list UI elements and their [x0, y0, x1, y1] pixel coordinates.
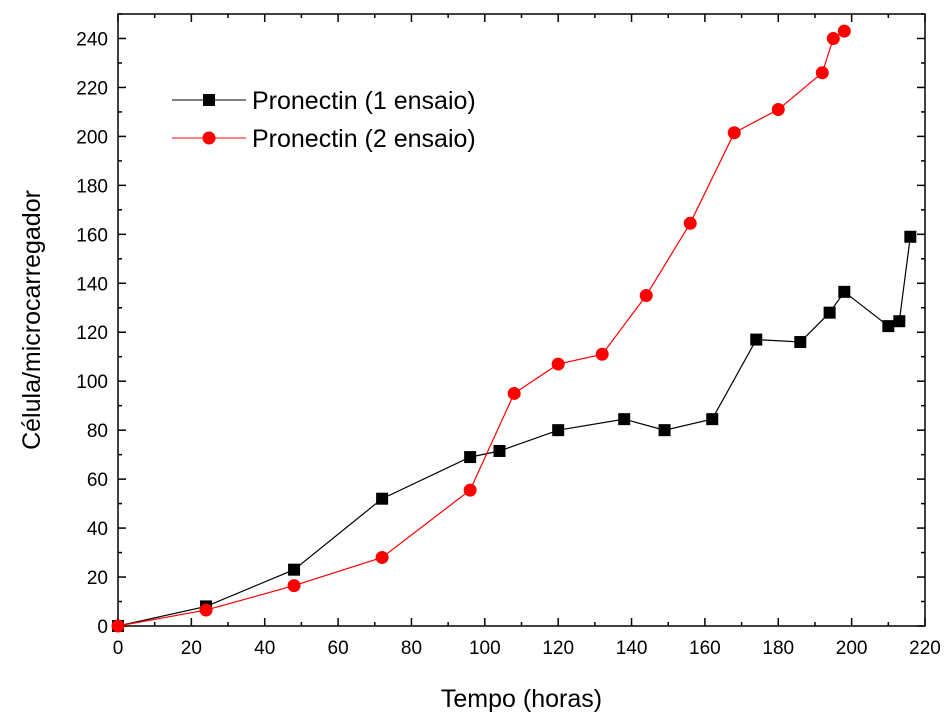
data-point	[794, 336, 807, 349]
y-tick-label: 40	[87, 519, 108, 540]
y-tick-label: 80	[87, 421, 108, 442]
y-axis-tick-labels: 0 20 40 60 80 100 120 140 160 180 200 220 240	[76, 29, 108, 638]
x-axis-tick-labels: 0 20 40 60 80 100 120 140 160 180 200 220	[113, 638, 941, 659]
x-axis-title: Tempo (horas)	[441, 685, 602, 713]
y-tick-label: 140	[76, 274, 108, 295]
data-point	[639, 289, 653, 303]
data-point	[683, 216, 697, 230]
data-point	[823, 306, 836, 319]
data-point	[727, 126, 741, 140]
legend-label-series-2: Pronectin (2 ensaio)	[252, 125, 476, 153]
x-tick-label: 60	[328, 638, 349, 659]
x-tick-label: 140	[616, 638, 648, 659]
y-tick-label: 100	[76, 372, 108, 393]
data-point	[826, 31, 840, 45]
x-axis-ticks	[117, 14, 926, 626]
y-tick-label: 0	[97, 617, 108, 638]
data-point	[507, 386, 521, 400]
x-tick-label: 120	[542, 638, 574, 659]
y-tick-label: 60	[87, 470, 108, 491]
data-point	[463, 483, 477, 497]
y-axis-title: Célula/microcarregador	[18, 190, 46, 450]
data-point	[658, 424, 671, 437]
data-point	[464, 451, 477, 464]
data-point	[882, 320, 895, 333]
x-tick-label: 0	[113, 638, 124, 659]
y-tick-label: 240	[76, 29, 108, 50]
data-point	[199, 603, 213, 617]
data-point	[595, 347, 609, 361]
y-tick-label: 200	[76, 127, 108, 148]
x-tick-label: 200	[836, 638, 868, 659]
x-tick-label: 220	[909, 638, 941, 659]
x-tick-label: 180	[762, 638, 794, 659]
data-point	[815, 66, 829, 80]
data-point	[551, 357, 565, 371]
legend-label-series-1: Pronectin (1 ensaio)	[252, 87, 476, 115]
data-point	[893, 315, 906, 328]
x-tick-label: 20	[181, 638, 202, 659]
data-point	[771, 102, 785, 116]
legend: Pronectin (1 ensaio) Pronectin (2 ensaio…	[172, 87, 476, 153]
data-point	[618, 413, 631, 426]
data-point	[287, 579, 301, 593]
data-point	[837, 24, 851, 38]
x-tick-label: 160	[689, 638, 721, 659]
data-point	[493, 444, 506, 457]
data-point	[375, 550, 389, 564]
legend-marker-series-1	[203, 94, 215, 106]
series-group	[111, 24, 917, 633]
data-point	[552, 424, 565, 437]
data-point	[838, 285, 851, 298]
data-point	[111, 619, 125, 633]
x-tick-label: 40	[254, 638, 275, 659]
y-tick-label: 120	[76, 323, 108, 344]
series-2	[111, 24, 851, 633]
legend-marker-series-2	[202, 131, 216, 145]
data-point	[750, 333, 763, 346]
y-tick-label: 160	[76, 225, 108, 246]
x-tick-label: 100	[469, 638, 501, 659]
data-point	[376, 492, 389, 505]
y-tick-label: 220	[76, 78, 108, 99]
data-point	[706, 413, 719, 426]
y-tick-label: 20	[87, 568, 108, 589]
y-tick-label: 180	[76, 176, 108, 197]
data-point	[288, 563, 301, 576]
data-point	[904, 230, 917, 243]
x-tick-label: 80	[401, 638, 422, 659]
